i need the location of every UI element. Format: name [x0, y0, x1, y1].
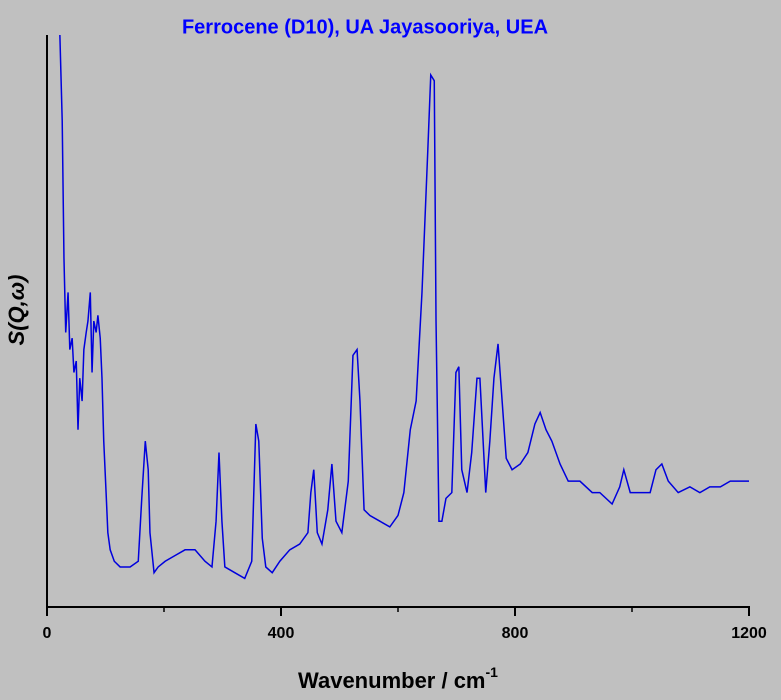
chart-title: Ferrocene (D10), UA Jayasooriya, UEA	[182, 16, 548, 38]
spectrum-line	[59, 34, 749, 580]
x-tick-label: 1200	[731, 625, 767, 642]
x-tick-label: 0	[43, 625, 52, 642]
x-axis-label-text: Wavenumber / cm	[298, 668, 485, 693]
x-tick-label: 400	[268, 625, 295, 642]
x-axis-label: Wavenumber / cm-1	[298, 664, 498, 693]
y-axis-label: S(Q,ω)	[4, 275, 29, 346]
x-axis-label-sup: -1	[486, 664, 499, 680]
x-tick-label: 800	[502, 625, 529, 642]
